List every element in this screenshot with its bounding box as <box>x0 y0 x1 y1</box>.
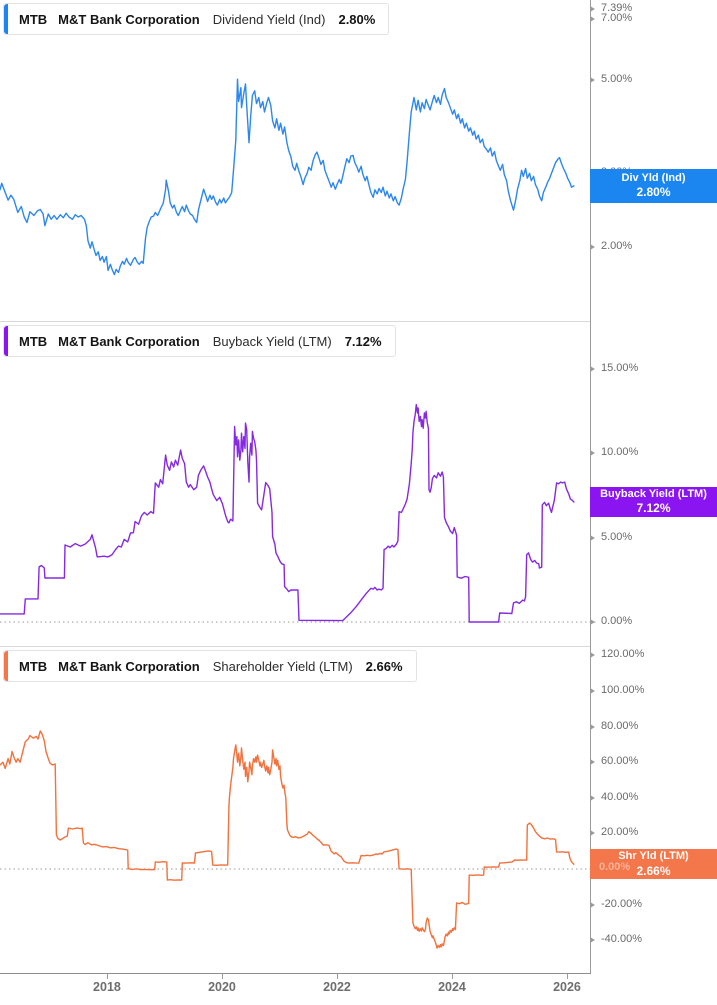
pane-divider <box>0 646 590 647</box>
tag-value: 2.66% <box>636 863 671 878</box>
y-axis-label: -40.00% <box>601 933 642 946</box>
x-axis-label: 2018 <box>93 980 121 994</box>
y-axis-label: 60.00% <box>601 755 639 768</box>
y-axis-tick <box>590 244 595 251</box>
series-header-shareholder[interactable]: MTB M&T Bank Corporation Shareholder Yie… <box>3 650 417 682</box>
metric-current-value: 7.12% <box>344 333 382 349</box>
y-axis-tick <box>590 901 595 908</box>
bottom-axis-line <box>0 973 591 974</box>
y-axis-tick <box>590 534 595 541</box>
buyback-yield-pane[interactable]: MTB M&T Bank Corporation Buyback Yield (… <box>0 322 600 647</box>
company-name: M&T Bank Corporation <box>58 11 200 27</box>
y-axis-label: 0.00% <box>601 614 633 627</box>
y-axis-tick <box>590 759 595 766</box>
y-axis-tick <box>590 687 595 694</box>
y-axis-label: 100.00% <box>601 683 645 696</box>
buyback-yield-series <box>0 403 598 623</box>
y-axis-label: 7.00% <box>601 12 633 24</box>
tag-value: 2.80% <box>636 185 671 200</box>
metric-current-value: 2.80% <box>338 11 376 27</box>
x-axis-label: 2026 <box>553 980 581 994</box>
y-axis-tick <box>590 6 595 13</box>
y-axis-label: 5.00% <box>601 73 633 86</box>
y-axis-label: 80.00% <box>601 719 639 732</box>
y-axis-label: 20.00% <box>601 826 639 839</box>
series-accent-bar <box>4 4 8 34</box>
y-axis-label: 15.00% <box>601 362 639 375</box>
x-axis-label: 2024 <box>438 980 466 994</box>
company-name: M&T Bank Corporation <box>58 658 200 674</box>
x-axis-label: 2020 <box>208 980 236 994</box>
tag-value: 7.12% <box>636 501 671 516</box>
pane-divider <box>0 321 590 322</box>
series-accent-bar <box>4 326 8 356</box>
y-axis-tick <box>590 450 595 457</box>
metric-current-value: 2.66% <box>365 658 403 674</box>
y-axis-tick <box>590 16 595 22</box>
y-axis-tick <box>590 937 595 944</box>
x-axis-tick <box>451 974 453 979</box>
series-header-dividend[interactable]: MTB M&T Bank Corporation Dividend Yield … <box>3 3 390 35</box>
tag-label: Div Yld (Ind) <box>621 171 686 184</box>
dividend-yield-series <box>0 78 575 276</box>
y-axis-label: 5.00% <box>601 530 633 543</box>
ticker-symbol: MTB <box>19 333 48 349</box>
metric-name: Buyback Yield (LTM) <box>212 333 332 349</box>
axis-value-tag-dividend[interactable]: Div Yld (Ind) 2.80% <box>590 168 717 203</box>
x-axis-tick <box>566 974 568 979</box>
occluded-zero-axis-label: 0.00% <box>599 860 631 873</box>
shareholder-yield-pane[interactable]: MTB M&T Bank Corporation Shareholder Yie… <box>0 647 600 973</box>
y-axis-tick <box>590 723 595 730</box>
shareholder-yield-series <box>0 730 598 949</box>
y-axis-tick <box>590 618 595 625</box>
x-axis-label: 2022 <box>323 980 351 994</box>
y-axis-label: 10.00% <box>601 446 639 459</box>
y-axis-tick <box>590 652 595 659</box>
company-name: M&T Bank Corporation <box>58 333 200 349</box>
y-axis-label: 40.00% <box>601 790 639 803</box>
ticker-symbol: MTB <box>19 11 48 27</box>
dividend-yield-pane[interactable]: MTB M&T Bank Corporation Dividend Yield … <box>0 0 600 322</box>
axis-value-tag-buyback[interactable]: Buyback Yield (LTM) 7.12% <box>590 486 717 517</box>
ticker-symbol: MTB <box>19 658 48 674</box>
y-axis-tick <box>590 366 595 373</box>
x-axis-tick <box>336 974 338 979</box>
x-axis-tick <box>106 974 108 979</box>
y-axis-tick <box>590 830 595 837</box>
y-axis-label: 120.00% <box>601 648 645 661</box>
y-axis-tick <box>590 77 595 84</box>
axis-value-tag-shareholder[interactable]: Shr Yld (LTM) 2.66% 0.00% <box>590 849 717 880</box>
tag-label: Buyback Yield (LTM) <box>600 488 707 501</box>
series-accent-bar <box>4 651 8 681</box>
y-axis-label: 2.00% <box>601 240 633 253</box>
y-axis-label: 7.39% <box>601 2 633 15</box>
y-axis-label: -20.00% <box>601 897 642 910</box>
series-header-buyback[interactable]: MTB M&T Bank Corporation Buyback Yield (… <box>3 325 396 357</box>
tag-label: Shr Yld (LTM) <box>618 850 689 863</box>
metric-name: Dividend Yield (Ind) <box>212 11 326 27</box>
metric-name: Shareholder Yield (LTM) <box>212 658 353 674</box>
x-axis-tick <box>221 974 223 979</box>
y-axis-tick <box>590 794 595 801</box>
